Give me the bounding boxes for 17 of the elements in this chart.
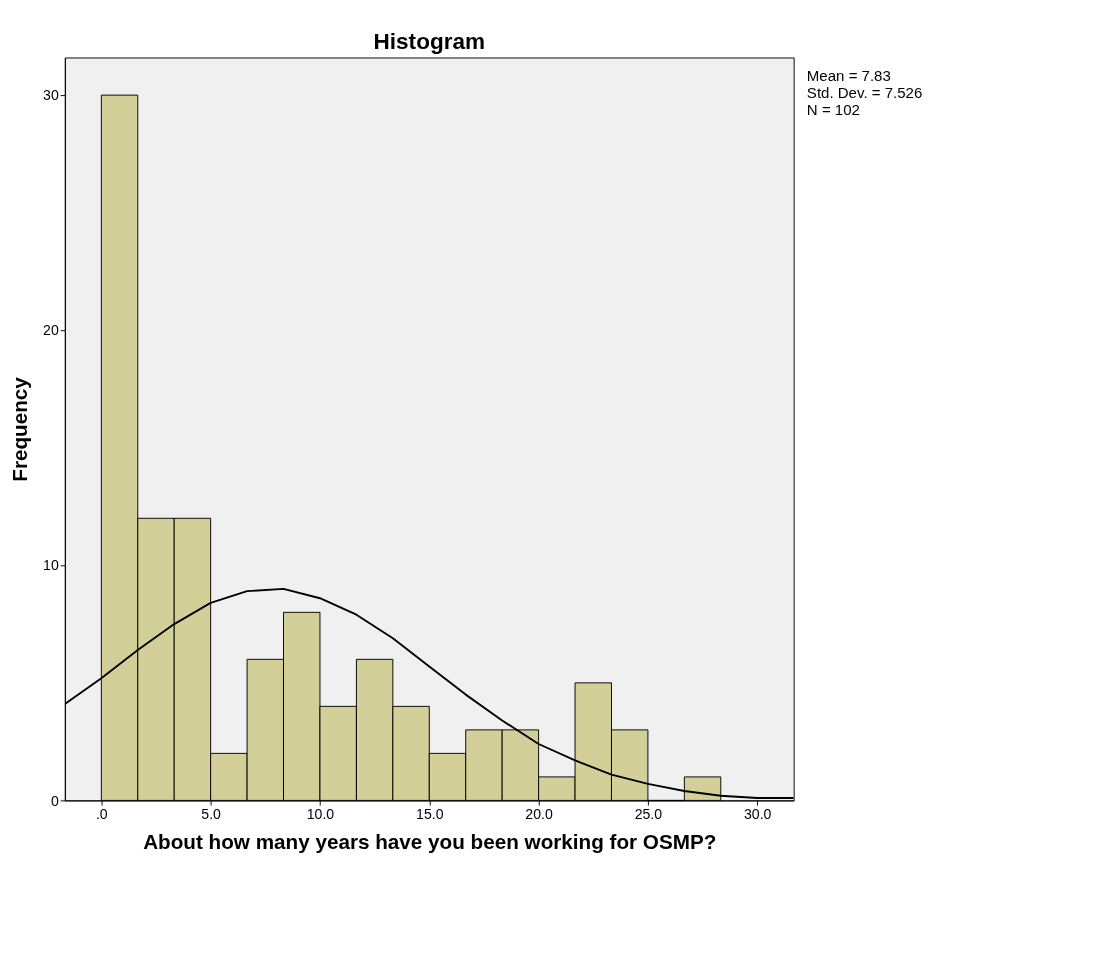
chart-title: Histogram <box>373 29 486 55</box>
y-tick-label: 30 <box>43 87 59 104</box>
x-tick-label: 30.0 <box>743 805 772 822</box>
x-tick-label: 5.0 <box>201 805 222 822</box>
y-tick-label: 20 <box>43 322 59 339</box>
y-tick-label: 10 <box>43 557 59 574</box>
x-tick-label: 25.0 <box>634 805 663 822</box>
x-tick-label: 15.0 <box>416 805 444 822</box>
text: Std. Dev. = 7.526 <box>806 83 923 101</box>
y-tick-label: 0 <box>50 792 59 809</box>
text: Mean = 7.83 <box>806 67 891 85</box>
y-axis-title: Frequency <box>8 376 32 482</box>
text: N = 102 <box>806 100 860 118</box>
x-tick-label: 10.0 <box>306 805 335 822</box>
x-tick-label: 20.0 <box>525 805 553 822</box>
x-tick-label: .0 <box>95 805 108 822</box>
x-axis-title: About how many years have you been working for OSMP? <box>143 829 717 853</box>
